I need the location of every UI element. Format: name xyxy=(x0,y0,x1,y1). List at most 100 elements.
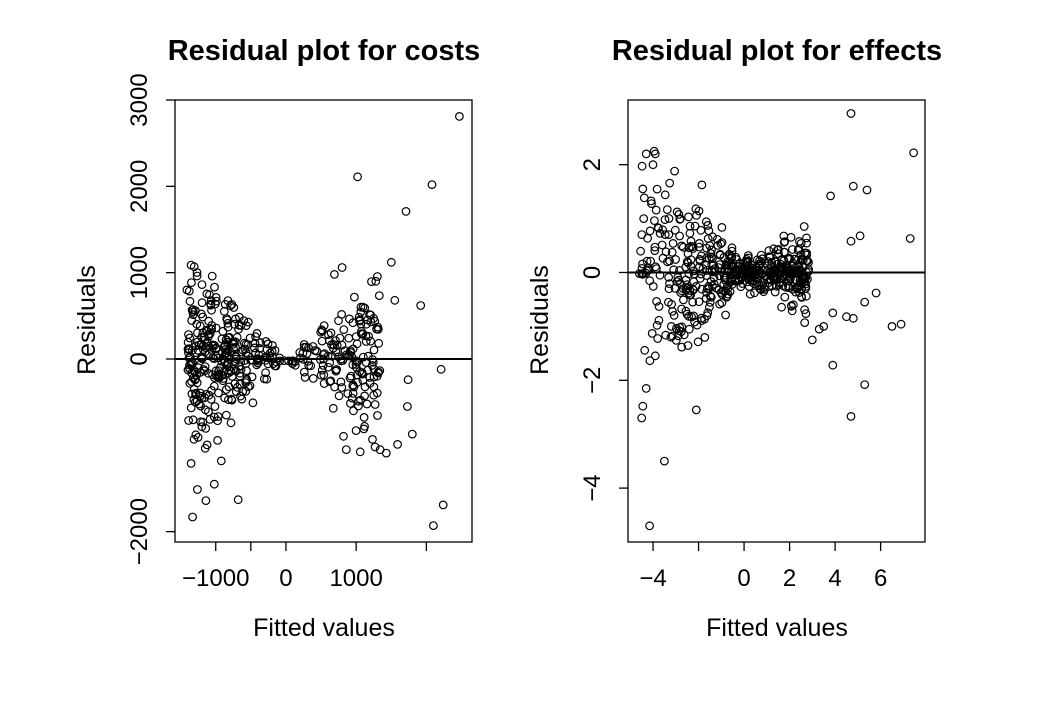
costs-data-point xyxy=(226,366,236,376)
effects-data-point xyxy=(802,256,811,265)
costs-data-point xyxy=(369,345,379,355)
costs-data-point xyxy=(401,206,411,216)
costs-data-point xyxy=(315,355,325,364)
effects-data-point xyxy=(700,333,710,342)
costs-data-point xyxy=(218,370,228,380)
effects-data-point xyxy=(717,222,727,232)
effects-data-point xyxy=(647,329,657,338)
costs-data-point xyxy=(209,354,219,364)
effects-data-point xyxy=(722,264,732,273)
effects-data-point xyxy=(801,309,811,319)
effects-data-point xyxy=(654,302,664,311)
effects-data-point xyxy=(670,225,680,235)
costs-data-point xyxy=(213,436,223,445)
costs-data-point xyxy=(360,421,370,431)
costs-data-point xyxy=(348,389,358,398)
effects-data-point xyxy=(780,237,790,247)
costs-x-tick-label: 0 xyxy=(279,565,292,592)
costs-data-point xyxy=(403,402,412,411)
effects-data-point xyxy=(702,266,712,275)
costs-data-point xyxy=(334,391,344,401)
effects-data-point xyxy=(777,302,786,312)
effects-data-point xyxy=(666,322,676,331)
costs-data-point xyxy=(323,362,333,372)
costs-data-point xyxy=(368,357,378,367)
effects-data-point xyxy=(807,335,817,345)
effects-data-point xyxy=(674,209,684,219)
costs-data-point xyxy=(193,433,203,442)
effects-data-point xyxy=(665,256,674,266)
costs-data-point xyxy=(295,353,305,363)
costs-data-point xyxy=(220,351,230,360)
costs-data-point xyxy=(393,440,403,449)
costs-data-point xyxy=(241,359,251,368)
costs-data-point xyxy=(288,358,297,368)
costs-data-point xyxy=(300,373,310,382)
costs-data-point xyxy=(210,402,220,411)
effects-data-point xyxy=(677,241,687,251)
effects-x-tick-label: 6 xyxy=(874,565,887,592)
effects-data-point xyxy=(638,259,647,269)
costs-data-point xyxy=(371,276,381,286)
costs-data-point xyxy=(337,310,347,319)
costs-data-point xyxy=(331,336,340,346)
effects-data-point xyxy=(689,266,699,276)
costs-data-point xyxy=(204,316,214,326)
costs-data-point xyxy=(335,333,345,343)
effects-data-point xyxy=(848,313,858,323)
effects-data-point xyxy=(701,294,711,303)
costs-data-point xyxy=(325,358,335,368)
costs-data-point xyxy=(345,314,354,324)
effects-data-point xyxy=(652,297,661,306)
costs-data-point xyxy=(241,386,251,396)
effects-data-point xyxy=(670,166,679,176)
costs-data-point xyxy=(354,401,363,411)
costs-data-point xyxy=(356,307,366,317)
effects-data-point xyxy=(702,243,711,253)
effects-data-point xyxy=(687,312,696,322)
costs-data-point xyxy=(361,337,371,346)
costs-data-point xyxy=(210,282,219,292)
costs-data-point xyxy=(184,330,193,339)
effects-data-point xyxy=(715,299,724,309)
effects-data-point xyxy=(688,297,698,307)
effects-data-point xyxy=(668,238,678,248)
costs-data-point xyxy=(345,373,355,383)
costs-data-point xyxy=(349,382,359,392)
effects-data-point xyxy=(637,413,647,423)
effects-data-point xyxy=(788,245,797,254)
effects-data-point xyxy=(675,231,684,241)
costs-y-tick-label: 0 xyxy=(126,352,153,365)
costs-data-point xyxy=(358,352,368,362)
costs-data-point xyxy=(213,416,223,426)
costs-data-point xyxy=(320,349,329,359)
effects-data-point xyxy=(800,305,809,315)
effects-data-point xyxy=(646,256,655,266)
costs-data-point xyxy=(319,379,329,388)
effects-data-point xyxy=(763,261,773,271)
effects-data-point xyxy=(846,412,856,421)
costs-data-point xyxy=(319,354,328,364)
costs-data-point xyxy=(317,336,327,346)
costs-data-point xyxy=(360,382,370,392)
effects-data-point xyxy=(658,225,668,235)
effects-data-point xyxy=(787,306,797,316)
effects-data-point xyxy=(782,271,792,281)
effects-data-point xyxy=(650,351,660,361)
effects-data-point xyxy=(681,275,691,285)
costs-data-point xyxy=(366,336,376,346)
effects-data-point xyxy=(681,306,691,316)
costs-data-point xyxy=(339,325,349,335)
effects-data-point xyxy=(770,287,780,297)
effects-data-point xyxy=(826,191,835,201)
costs-data-point xyxy=(299,367,309,377)
effects-data-point xyxy=(651,262,660,272)
costs-data-point xyxy=(346,346,355,356)
costs-data-point xyxy=(337,263,347,272)
costs-data-point xyxy=(271,357,281,367)
effects-data-point xyxy=(784,255,794,264)
costs-data-point xyxy=(350,292,359,302)
effects-data-point xyxy=(697,251,706,261)
